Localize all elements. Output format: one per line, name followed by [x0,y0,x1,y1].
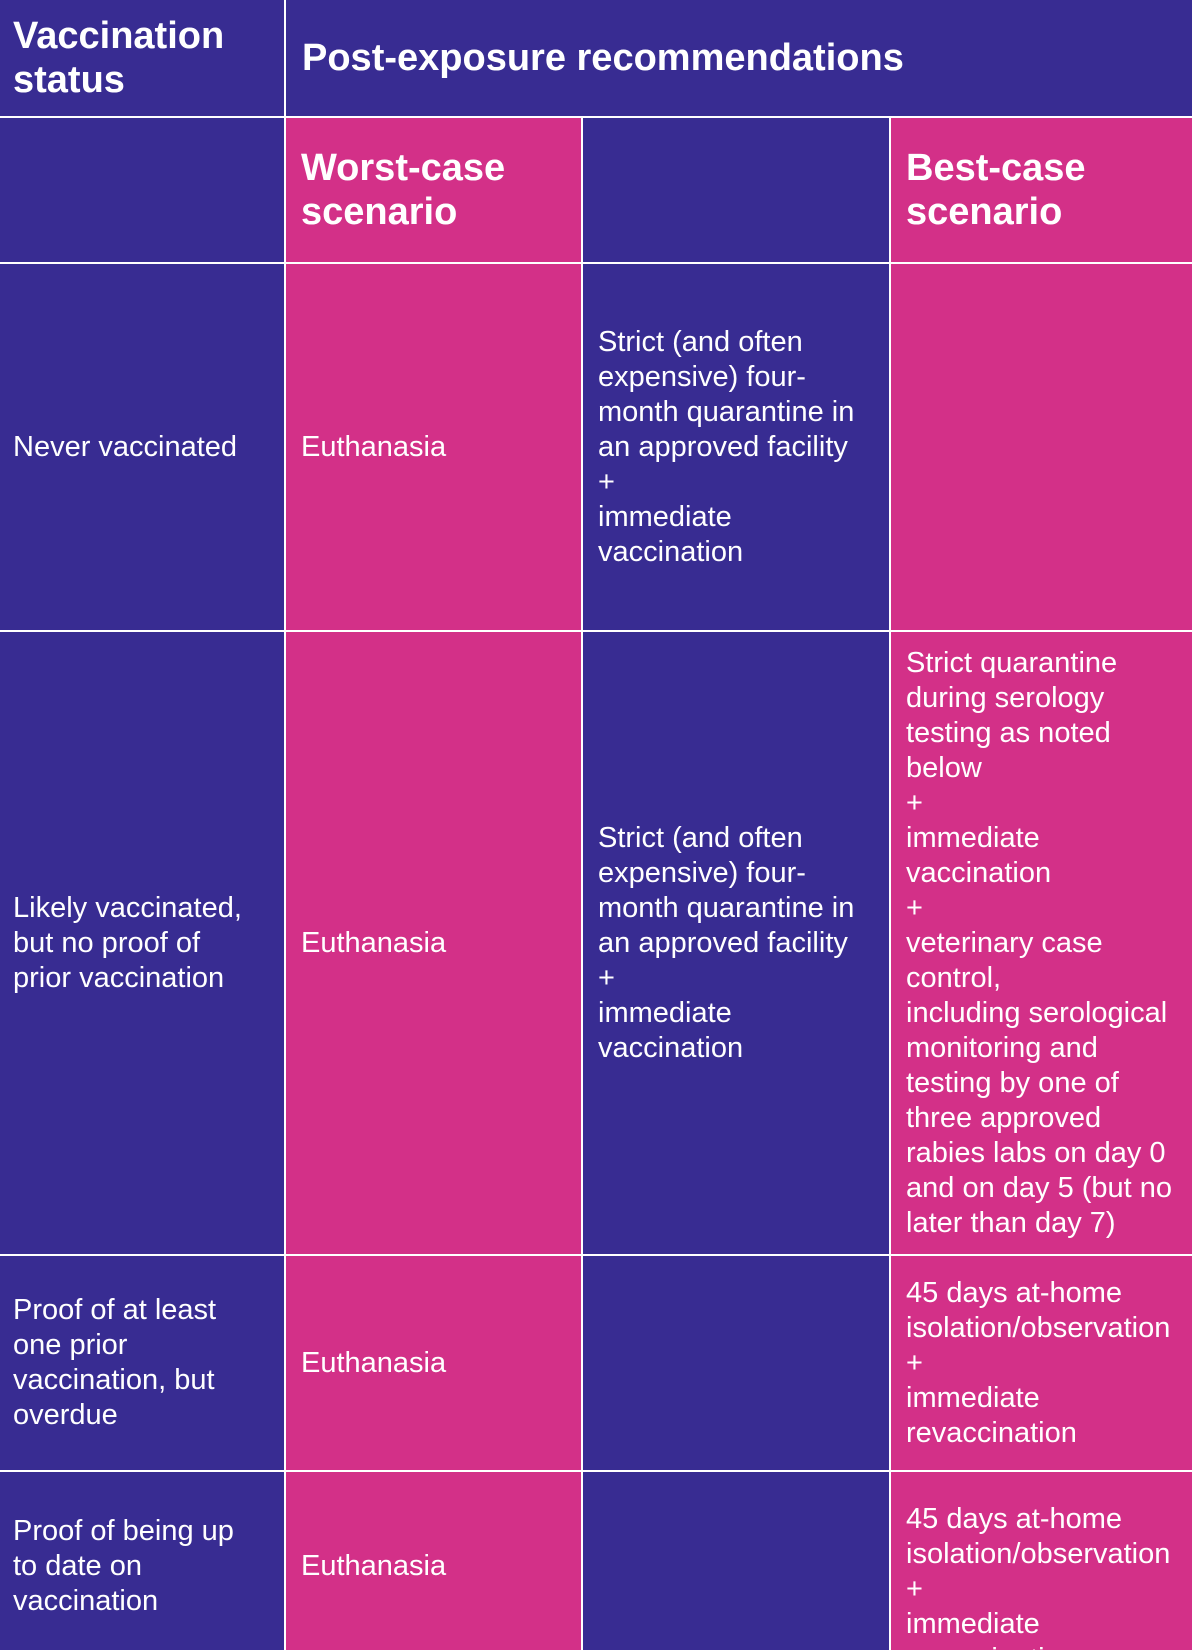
row-likely-vaccinated-middle: Strict (and often expensive) four- month… [583,632,889,1254]
row-up-to-date-middle [583,1472,889,1650]
row-up-to-date-best: 45 days at-home isolation/observation + … [891,1472,1192,1650]
row-likely-vaccinated-worst: Euthanasia [286,632,581,1254]
row-never-vaccinated-middle: Strict (and often expensive) four- month… [583,264,889,630]
subheader-empty-status [0,118,284,262]
row-likely-vaccinated-best: Strict quarantine during serology testin… [891,632,1192,1254]
row-overdue-worst: Euthanasia [286,1256,581,1470]
row-overdue-best: 45 days at-home isolation/observation + … [891,1256,1192,1470]
row-overdue-middle [583,1256,889,1470]
row-never-vaccinated-best [891,264,1192,630]
header-post-exposure-recommendations: Post-exposure recommendations [286,0,1192,116]
row-overdue-status: Proof of at least one prior vaccination,… [0,1256,284,1470]
subheader-worst-case: Worst-case scenario [286,118,581,262]
row-never-vaccinated-status: Never vaccinated [0,264,284,630]
subheader-empty-middle [583,118,889,262]
row-up-to-date-worst: Euthanasia [286,1472,581,1650]
row-up-to-date-status: Proof of being up to date on vaccination [0,1472,284,1650]
row-likely-vaccinated-status: Likely vaccinated, but no proof of prior… [0,632,284,1254]
header-vaccination-status: Vaccination status [0,0,284,116]
row-never-vaccinated-worst: Euthanasia [286,264,581,630]
subheader-best-case: Best-case scenario [891,118,1192,262]
